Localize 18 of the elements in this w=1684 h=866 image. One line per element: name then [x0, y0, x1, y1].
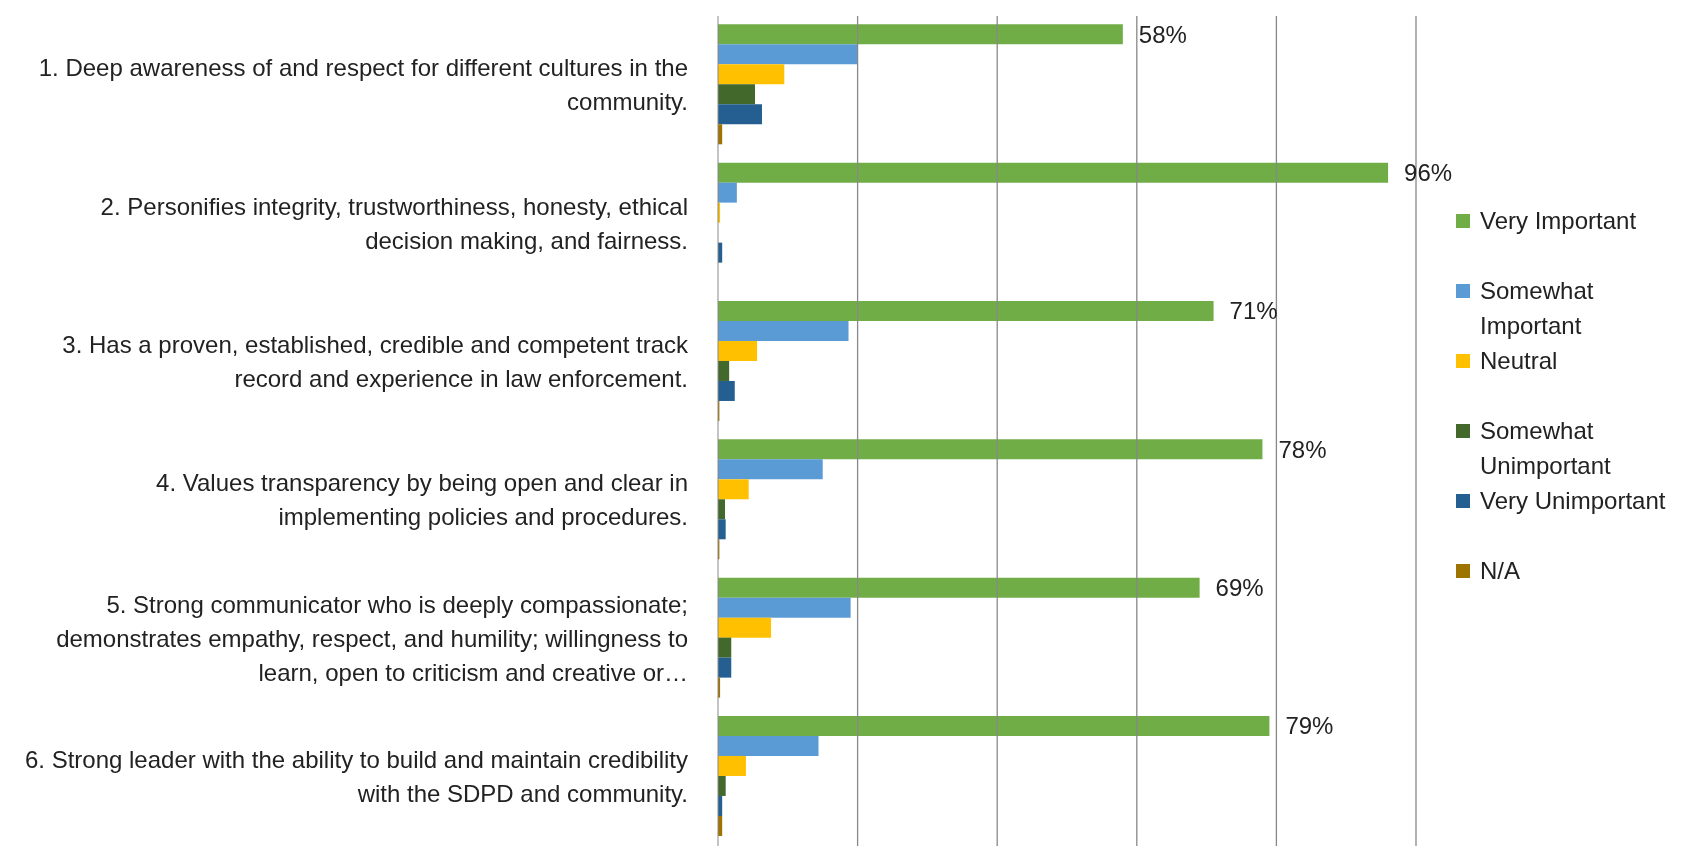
data-label: 78%: [1278, 435, 1327, 463]
legend-label: Somewhat Unimportant: [1480, 416, 1612, 481]
legend-label: Very Unimportant: [1480, 486, 1666, 516]
data-label: 58%: [1138, 20, 1187, 48]
y-tick-label: 1. Deep awareness of and respect for different cultures in the community.: [37, 53, 688, 118]
legend-label: Very Important: [1480, 206, 1637, 236]
legend-label: N/A: [1480, 556, 1521, 586]
legend-label: Neutral: [1480, 346, 1558, 376]
y-tick-label: 4. Values transparency by being open and clear in implementing policies and procedures.: [155, 468, 688, 533]
data-label: 96%: [1404, 159, 1453, 187]
y-tick-label: 5. Strong communicator who is deeply compassionate; demonstrates empathy, respect, and humility; willingness to learn, open to criticism and creative or…: [55, 589, 688, 688]
data-label: 71%: [1229, 297, 1278, 325]
y-tick-label: 3. Has a proven, established, credible and competent track record and experience in law enforcement.: [61, 329, 688, 394]
y-tick-label: 6. Strong leader with the ability to build and maintain credibility with the SDPD and community.: [23, 744, 688, 809]
data-label: 79%: [1285, 712, 1334, 740]
legend-label: Somewhat Important: [1480, 276, 1595, 341]
y-tick-label: 2. Personifies integrity, trustworthiness, honesty, ethical decision making, and fairness.: [99, 191, 688, 256]
data-label: 69%: [1215, 574, 1264, 602]
